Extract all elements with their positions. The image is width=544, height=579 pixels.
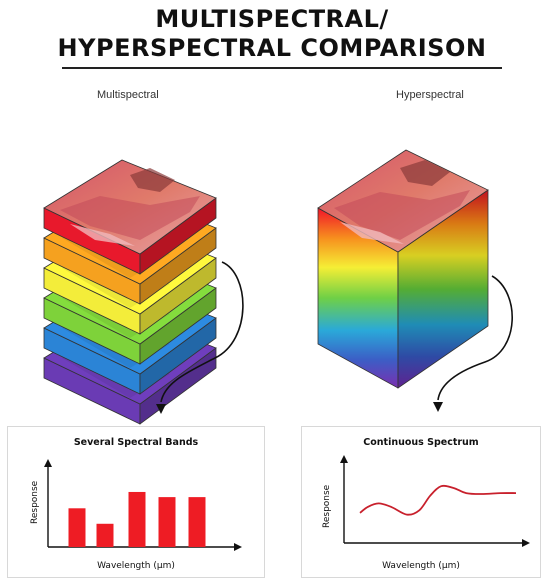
arrow-to-band-chart	[156, 261, 244, 414]
cube-illustrations	[43, 149, 513, 425]
multispectral-band-stack	[43, 159, 217, 425]
hyperspectral-label: Hyperspectral	[396, 89, 464, 101]
bar-chart	[44, 459, 242, 551]
arrow-to-spectrum-chart	[433, 275, 513, 412]
continuous-spectrum-y-label: Response	[322, 484, 332, 528]
bar-3	[128, 491, 146, 547]
y-axis-arrowhead	[44, 459, 52, 467]
bar-2	[96, 523, 114, 547]
title-line-2: HYPERSPECTRAL COMPARISON	[57, 34, 487, 62]
several-bands-y-label: Response	[30, 480, 40, 524]
title-line-1: MULTISPECTRAL/	[155, 5, 389, 33]
several-bands-chart-panel: Several Spectral Bands Wavelength (µm)	[7, 426, 265, 578]
several-bands-x-label: Wavelength (µm)	[97, 561, 175, 571]
connector-arrows	[156, 261, 513, 414]
band-layer-red	[43, 159, 217, 275]
landscape-scene	[60, 168, 200, 246]
bar-1	[68, 508, 86, 547]
continuous-spectrum-chart-panel: Continuous Spectrum Wavelength (µm)	[301, 426, 541, 578]
several-bands-chart-title: Several Spectral Bands	[73, 437, 199, 448]
x-axis-arrowhead	[522, 539, 530, 547]
title-divider	[62, 67, 502, 69]
line-chart	[340, 455, 530, 547]
bar-4	[158, 497, 176, 547]
spectrum-curve	[359, 484, 517, 516]
y-axis-arrowhead	[340, 455, 348, 463]
continuous-spectrum-x-label: Wavelength (µm)	[382, 561, 460, 571]
bar-5	[188, 497, 206, 547]
hyperspectral-cube	[317, 149, 489, 389]
continuous-spectrum-chart-title: Continuous Spectrum	[363, 437, 479, 448]
x-axis-arrowhead	[234, 543, 242, 551]
multispectral-label: Multispectral	[97, 89, 159, 101]
